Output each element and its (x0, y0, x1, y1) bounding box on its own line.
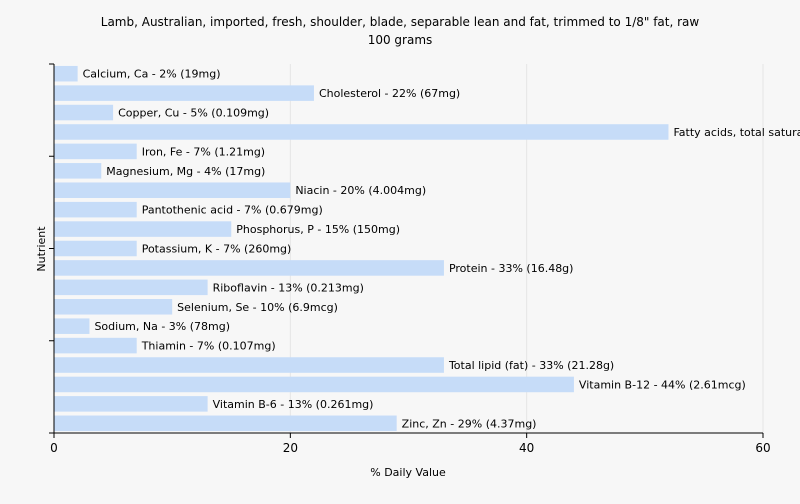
bar-label: Pantothenic acid - 7% (0.679mg) (142, 204, 323, 217)
bar-label: Iron, Fe - 7% (1.21mg) (142, 145, 265, 158)
bar-label: Fatty acids, total saturated - 52% (10.3… (673, 126, 800, 139)
bar (54, 104, 114, 121)
bar-label: Vitamin B-12 - 44% (2.61mcg) (579, 378, 746, 391)
bars: Calcium, Ca - 2% (19mg) Cholesterol - 22%… (54, 65, 800, 432)
bar (54, 318, 90, 334)
bar-label: Sodium, Na - 3% (78mg) (94, 320, 230, 333)
bar-label: Zinc, Zn - 29% (4.37mg) (402, 417, 537, 430)
bar (54, 240, 137, 257)
bar-label: Potassium, K - 7% (260mg) (142, 243, 292, 256)
bar (54, 143, 137, 160)
bar-label: Thiamin - 7% (0.107mg) (141, 340, 276, 353)
bar (54, 357, 444, 373)
bar (54, 279, 208, 296)
chart-subtitle: 100 grams (368, 33, 433, 47)
bar (54, 260, 444, 276)
bar-label: Protein - 33% (16.48g) (449, 262, 574, 275)
bar (54, 124, 669, 140)
x-axis-title: % Daily Value (370, 466, 446, 479)
bar-label: Selenium, Se - 10% (6.9mcg) (177, 301, 338, 314)
bar (54, 221, 232, 237)
x-tick-label: 40 (519, 441, 534, 455)
x-tick-label: 0 (50, 441, 58, 455)
bar-label: Calcium, Ca - 2% (19mg) (83, 68, 221, 81)
x-tick-label: 60 (755, 441, 770, 455)
y-axis-title: Nutrient (35, 226, 48, 272)
bar (54, 163, 102, 179)
bar (54, 396, 208, 412)
bar-label: Copper, Cu - 5% (0.109mg) (118, 107, 269, 120)
chart-title: Lamb, Australian, imported, fresh, shoul… (101, 15, 700, 29)
bar-label: Riboflavin - 13% (0.213mg) (213, 281, 364, 294)
bar-label: Vitamin B-6 - 13% (0.261mg) (213, 398, 374, 411)
bar-label: Cholesterol - 22% (67mg) (319, 87, 460, 100)
bar (54, 65, 78, 82)
bar (54, 415, 397, 432)
bar-label: Magnesium, Mg - 4% (17mg) (106, 165, 265, 178)
bar (54, 298, 173, 315)
bar-label: Total lipid (fat) - 33% (21.28g) (448, 359, 614, 372)
bar (54, 85, 314, 101)
bar (54, 201, 137, 218)
axes: 0 20 40 60 (49, 63, 771, 455)
bar (54, 376, 574, 393)
bar (54, 182, 291, 199)
x-tick-label: 20 (283, 441, 298, 455)
bar-label: Phosphorus, P - 15% (150mg) (236, 223, 400, 236)
bar (54, 337, 137, 354)
bar-label: Niacin - 20% (4.004mg) (295, 184, 426, 197)
